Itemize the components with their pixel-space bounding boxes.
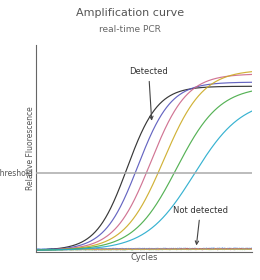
Text: Detected: Detected: [129, 67, 168, 120]
Text: Amplification curve: Amplification curve: [76, 8, 184, 18]
Y-axis label: Relative Fluorescence: Relative Fluorescence: [26, 106, 35, 190]
Text: Not detected: Not detected: [173, 206, 228, 244]
Text: Threshold: Threshold: [0, 169, 34, 178]
Text: real-time PCR: real-time PCR: [99, 25, 161, 34]
X-axis label: Cycles: Cycles: [131, 253, 158, 262]
